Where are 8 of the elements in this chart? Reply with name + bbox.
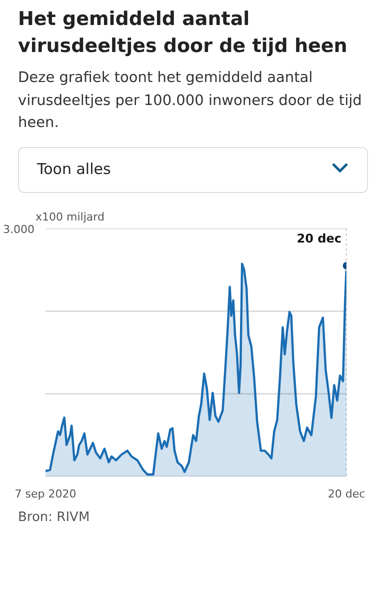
- chart-subtitle: Deze grafiek toont het gemiddeld aantal virusdeeltjes per 100.000 inwoners door de tijd heen.: [18, 69, 363, 134]
- y-axis-title: x100 miljard: [36, 210, 104, 224]
- text: Bron: RIVM: [18, 508, 90, 527]
- x-tick-label: 7 sep 2020: [14, 487, 76, 500]
- chart-title: Het gemiddeld aantal virusdeeltjes door de tijd heen: [18, 7, 348, 59]
- y-tick-label: 3.000: [3, 222, 35, 236]
- ref-line-label: 20 dec: [296, 231, 342, 246]
- text: Toon alles: [37, 158, 111, 180]
